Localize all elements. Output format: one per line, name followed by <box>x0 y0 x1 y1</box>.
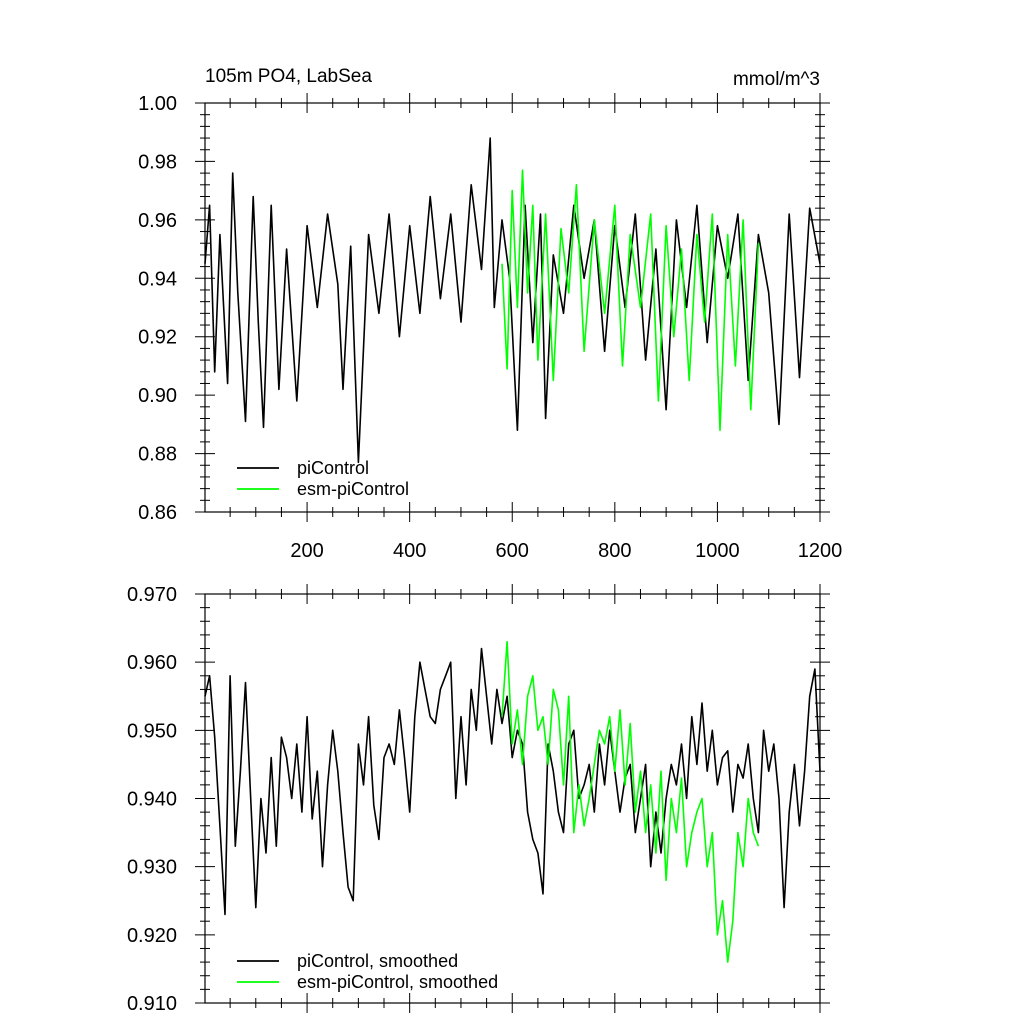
series-line-esm-picontrol-smoothed <box>501 640 760 963</box>
series-line-esm-picontrol <box>501 169 760 432</box>
panel-bottom: 0.910 0.920 0.930 0.940 0.950 0.960 0.970 piCon… <box>127 584 830 1015</box>
y-tick-label: 0.960 <box>127 652 177 674</box>
series-line-picontrol <box>204 137 821 464</box>
y-tick-label: 1.00 <box>138 93 177 115</box>
y-tick-label: 0.86 <box>138 502 177 524</box>
y-tick-label: 0.98 <box>138 151 177 173</box>
y-tick-label: 0.920 <box>127 925 177 947</box>
y-tick-label: 0.88 <box>138 444 177 466</box>
series-line-picontrol-smoothed <box>204 647 821 916</box>
plot-area-top: 0.86 0.88 0.90 0.92 0.94 0.96 0.98 1.00 200 400 60… <box>138 93 842 562</box>
y-tick-label: 0.950 <box>127 720 177 742</box>
x-tick-label: 200 <box>290 540 323 562</box>
x-tick-label: 1200 <box>798 540 843 562</box>
y-tick-label: 0.970 <box>127 584 177 606</box>
y-tick-label: 0.96 <box>138 210 177 232</box>
legend-label: piControl <box>297 458 369 478</box>
x-tick-label: 1000 <box>695 540 740 562</box>
y-tick-label: 0.92 <box>138 327 177 349</box>
panel-top: 105m PO4, LabSea mmol/m^3 0.860.880.900.… <box>138 66 842 562</box>
plot-frame <box>204 102 821 513</box>
legend-label: piControl, smoothed <box>297 951 458 971</box>
y-tick-label: 0.910 <box>127 993 177 1015</box>
y-tick-label: 0.90 <box>138 385 177 407</box>
legend-label: esm-piControl, smoothed <box>297 972 498 992</box>
y-tick-label: 0.940 <box>127 789 177 811</box>
x-tick-label: 400 <box>393 540 426 562</box>
legend-label: esm-piControl <box>297 479 409 499</box>
x-tick-label: 600 <box>496 540 529 562</box>
plot-frame <box>204 593 821 1004</box>
units-label: mmol/m^3 <box>733 69 820 90</box>
chart-title: 105m PO4, LabSea <box>205 66 372 87</box>
y-tick-label: 0.930 <box>127 857 177 879</box>
plot-area-bottom: 0.910 0.920 0.930 0.940 0.950 0.960 0.970 piCon… <box>127 584 830 1015</box>
y-tick-label: 0.94 <box>138 268 177 290</box>
x-tick-label: 800 <box>598 540 631 562</box>
